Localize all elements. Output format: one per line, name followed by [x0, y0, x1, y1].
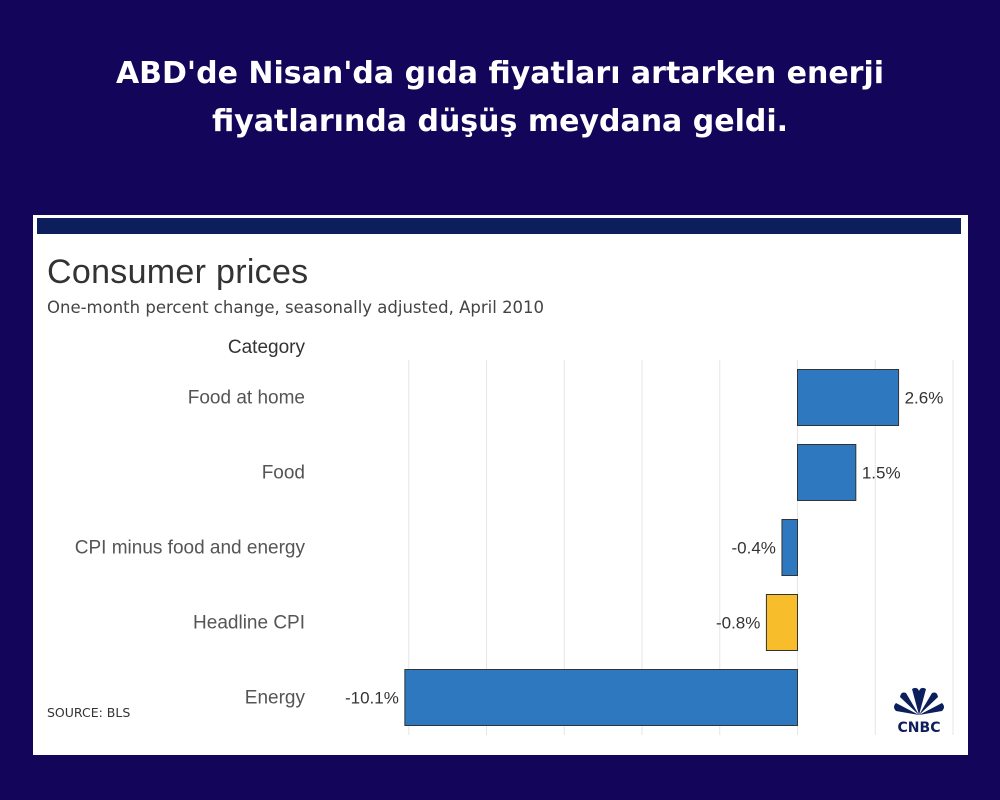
bar — [797, 444, 857, 501]
value-label: 2.6% — [905, 389, 944, 408]
value-label: -0.4% — [732, 539, 776, 558]
cnbc-logo: CNBC — [894, 687, 944, 735]
bar — [404, 669, 798, 726]
bar — [797, 369, 900, 426]
category-label: Food — [262, 463, 305, 484]
bar — [781, 519, 799, 576]
chart-subtitle: One-month percent change, seasonally adj… — [47, 298, 545, 317]
chart-title: Consumer prices — [47, 253, 309, 291]
value-label: -0.8% — [716, 614, 760, 633]
category-label: CPI minus food and energy — [75, 538, 306, 559]
bars: Food at home 2.6% Food 1.5% CPI minus food a… — [75, 369, 944, 726]
cnbc-logo-text: CNBC — [898, 720, 941, 735]
category-label: Headline CPI — [193, 613, 305, 634]
category-axis-label: Category — [228, 337, 306, 358]
category-label: Energy — [245, 688, 306, 709]
chart-top-bar — [37, 218, 961, 234]
bar-chart: Category Food at home 2.6% Food 1.5% CPI min… — [75, 337, 954, 735]
category-label: Food at home — [188, 388, 305, 409]
value-label: -10.1% — [345, 689, 399, 708]
value-label: 1.5% — [862, 464, 901, 483]
chart-card: Consumer prices One-month percent change… — [33, 215, 968, 755]
page-headline: ABD'de Nisan'da gıda fiyatları artarken … — [115, 56, 885, 139]
bar — [765, 594, 799, 651]
source-note: SOURCE: BLS — [47, 705, 131, 720]
